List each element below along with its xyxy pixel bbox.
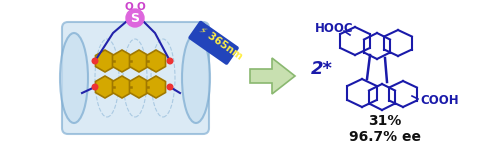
- Circle shape: [126, 9, 144, 27]
- Circle shape: [92, 58, 98, 64]
- Text: HOOC: HOOC: [315, 22, 354, 35]
- Polygon shape: [112, 76, 132, 98]
- Ellipse shape: [60, 33, 88, 123]
- Text: COOH: COOH: [420, 95, 459, 108]
- Circle shape: [92, 84, 98, 90]
- Text: S: S: [130, 11, 140, 24]
- Polygon shape: [112, 50, 132, 72]
- Polygon shape: [96, 50, 114, 72]
- Polygon shape: [96, 76, 114, 98]
- Text: ⚡ 365nm: ⚡ 365nm: [197, 24, 244, 61]
- Polygon shape: [130, 50, 148, 72]
- Text: O: O: [124, 2, 134, 12]
- Text: 96.7% ee: 96.7% ee: [349, 130, 421, 144]
- FancyBboxPatch shape: [188, 21, 239, 65]
- Circle shape: [167, 84, 173, 90]
- Polygon shape: [146, 50, 166, 72]
- Circle shape: [167, 58, 173, 64]
- Text: 2*: 2*: [311, 60, 333, 78]
- Text: O: O: [136, 2, 145, 12]
- Polygon shape: [250, 58, 295, 94]
- Ellipse shape: [182, 33, 210, 123]
- Polygon shape: [130, 76, 148, 98]
- Polygon shape: [146, 76, 166, 98]
- Text: 31%: 31%: [368, 114, 402, 128]
- FancyBboxPatch shape: [62, 22, 209, 134]
